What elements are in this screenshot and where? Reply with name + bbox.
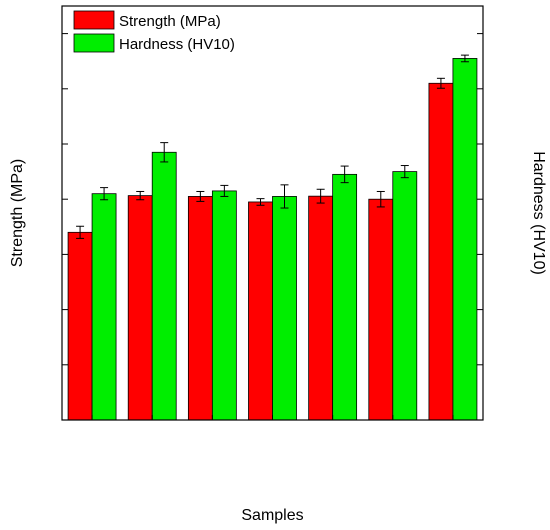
ticks-layer [62,33,483,421]
legend-swatch-hardness [73,33,115,53]
bars-layer [67,54,478,421]
bar-hardness-5 [392,171,418,421]
bar-strength-6 [428,82,454,421]
y-axis-title-left: Strength (MPa) [9,159,26,267]
legend-swatch-strength [73,10,115,30]
x-axis-title: Samples [241,507,303,524]
bar-strength-3 [248,201,273,421]
bar-hardness-3 [272,196,297,421]
bar-hardness-6 [452,58,478,421]
y-axis-title-right: Hardness (HV10) [530,151,547,275]
legend-label-hardness: Hardness (HV10) [119,36,235,53]
bar-strength-0 [67,231,93,421]
bar-hardness-0 [91,193,117,421]
legend-label-strength: Strength (MPa) [119,13,221,30]
bar-strength-5 [368,198,394,421]
bar-hardness-4 [332,173,358,421]
bar-strength-4 [308,195,334,421]
bar-hardness-1 [151,151,177,421]
bar-hardness-2 [211,190,237,421]
legend: Strength (MPa) Hardness (HV10) [73,10,235,53]
bar-strength-2 [187,196,213,421]
bar-strength-1 [127,195,153,421]
